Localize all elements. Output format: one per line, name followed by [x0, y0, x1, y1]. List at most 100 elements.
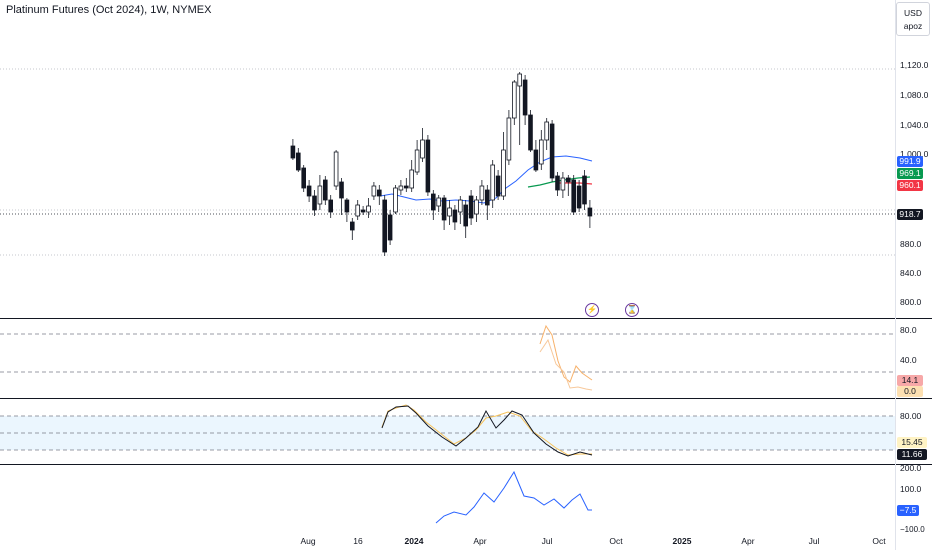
ind3-tick: 200.0	[900, 463, 922, 473]
last-price-badge: 918.7	[897, 209, 923, 220]
time-label: Aug	[300, 536, 316, 546]
candle-body	[398, 185, 404, 191]
candle-body	[549, 123, 555, 179]
price-axis[interactable]	[895, 0, 932, 550]
chart-title: Platinum Futures (Oct 2024), 1W, NYMEX	[6, 4, 212, 16]
time-label: Jul	[808, 536, 820, 546]
price-tick: 840.0	[900, 268, 922, 278]
candle-body	[301, 167, 306, 189]
ind2-main	[381, 405, 593, 457]
candle-body	[576, 185, 582, 209]
candle-body	[479, 185, 485, 201]
candle-body	[517, 73, 522, 87]
time-axis[interactable]	[0, 530, 895, 550]
candle-body	[528, 114, 533, 151]
candle-body	[533, 149, 539, 171]
candle-body	[420, 139, 425, 159]
ind1-line-b	[539, 338, 593, 391]
pane-divider-2[interactable]	[0, 398, 932, 399]
candle-body	[501, 149, 506, 197]
candle-body	[409, 169, 414, 189]
candle-body	[447, 207, 452, 217]
candle-body	[295, 152, 301, 171]
candle-body	[312, 195, 317, 211]
ind1-tick: 40.0	[900, 355, 917, 365]
candle-body	[484, 189, 490, 206]
ma-green-badge: 969.1	[897, 168, 923, 179]
candle-body	[290, 145, 296, 159]
candle-body	[582, 175, 587, 205]
pane-divider-1[interactable]	[0, 318, 932, 319]
candle-body	[344, 199, 350, 213]
candles	[290, 72, 593, 256]
time-label: Apr	[473, 536, 487, 546]
candle-body	[355, 204, 360, 217]
ind3-line	[435, 470, 592, 524]
currency-code: USD	[904, 8, 922, 18]
candle-body	[339, 181, 344, 199]
candle-body	[376, 189, 382, 197]
ma-blue-badge: 991.9	[897, 156, 923, 167]
candle-body	[333, 151, 339, 187]
ind1-value-badge: 14.1	[897, 375, 923, 386]
candle-body	[436, 197, 441, 207]
candle-body	[490, 164, 495, 201]
candle-body	[371, 185, 377, 197]
price-tick: 800.0	[900, 297, 922, 307]
candle-body	[512, 81, 517, 119]
pane-divider-3[interactable]	[0, 464, 932, 465]
candle-body	[457, 199, 463, 213]
ind1-line-a	[539, 324, 593, 383]
price-tick: 1,080.0	[900, 90, 929, 100]
time-label: Oct	[609, 536, 623, 546]
candle-body	[414, 149, 420, 173]
candle-body	[403, 185, 409, 189]
price-tick: 880.0	[900, 239, 922, 249]
price-tick: 1,000.0	[900, 149, 929, 159]
price-tick: 1,120.0	[900, 60, 929, 70]
currency-unit: apoz	[903, 21, 923, 31]
candle-body	[452, 209, 458, 223]
candle-body	[463, 204, 468, 227]
candle-body	[571, 179, 576, 213]
candle-body	[468, 195, 474, 219]
candle-body	[539, 139, 544, 165]
ind2-signal-badge: 15.45	[897, 437, 927, 448]
expiry-event-icon[interactable]: ⌛	[625, 303, 639, 317]
time-label: Oct	[872, 536, 886, 546]
ma-red-badge: 960.1	[897, 180, 923, 191]
candle-body	[425, 139, 431, 193]
candle-body	[387, 214, 393, 241]
time-label: 2025	[672, 536, 692, 546]
price-tick: 1,040.0	[900, 120, 929, 130]
currency-selector[interactable]: USD apoz	[896, 2, 930, 36]
ind1-value-badge: 0.0	[897, 386, 923, 397]
ind3-tick: 100.0	[900, 484, 922, 494]
ind2-tick: 80.00	[900, 411, 922, 421]
ind1-tick: 80.0	[900, 325, 917, 335]
candle-body	[349, 221, 355, 231]
ind3-tick: −100.0	[900, 525, 925, 534]
candle-body	[306, 185, 312, 197]
candle-body	[560, 177, 566, 191]
candle-body	[544, 121, 549, 141]
time-label: Apr	[741, 536, 755, 546]
ind2-value-badge: 11.66	[897, 449, 927, 460]
candle-body	[587, 207, 593, 217]
ind3-value-badge: −7.5	[897, 505, 919, 516]
candle-body	[566, 177, 571, 183]
candle-body	[430, 193, 436, 211]
candle-body	[441, 197, 447, 221]
main-chart[interactable]	[0, 0, 895, 530]
candle-body	[322, 179, 328, 201]
candle-body	[555, 175, 560, 191]
candle-body	[366, 205, 371, 213]
candle-body	[506, 117, 512, 161]
time-label: 2024	[404, 536, 424, 546]
candle-body	[317, 185, 323, 205]
candle-body	[522, 79, 528, 116]
candle-body	[474, 199, 479, 215]
earnings-event-icon[interactable]: ⚡	[585, 303, 599, 317]
candle-body	[328, 199, 333, 213]
time-label: Jul	[541, 536, 553, 546]
